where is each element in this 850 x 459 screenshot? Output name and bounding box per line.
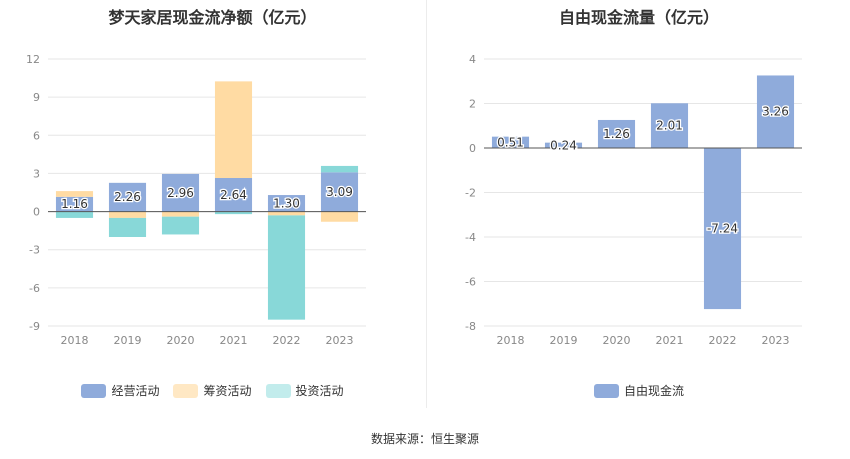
cashflow-chart-title: 梦天家居现金流净额（亿元）: [108, 8, 317, 27]
bar-value-label: 2.26: [114, 190, 141, 204]
x-tick-label: 2021: [220, 334, 248, 347]
x-tick-label: 2022: [709, 334, 737, 347]
legend-label-operating: 经营活动: [111, 384, 160, 398]
bar-series-1: [161, 211, 200, 217]
bar-series-2: [108, 217, 147, 237]
x-tick-label: 2019: [550, 334, 578, 347]
bar-series-2: [267, 215, 306, 320]
legend-item-operating[interactable]: 经营活动: [81, 382, 159, 399]
free-cashflow-chart-title: 自由现金流量（亿元）: [558, 8, 719, 27]
y-tick-label: -9: [29, 320, 40, 333]
legend-swatch-financing: [173, 383, 199, 398]
data-source-note: 数据来源：恒生聚源: [370, 432, 479, 446]
bar-primary: [161, 173, 200, 212]
legend-swatch-investing: [265, 383, 291, 398]
y-tick-label: 2: [469, 98, 476, 111]
bar-value-label: 0.51: [497, 135, 524, 149]
x-tick-label: 2023: [326, 334, 354, 347]
bar-series-1: [214, 81, 253, 179]
bar-series-2: [55, 211, 94, 218]
bar-series-1: [267, 211, 306, 216]
y-tick-label: -3: [29, 244, 40, 257]
bar-value-label: 1.16: [61, 197, 88, 211]
legend-swatch-operating: [81, 383, 107, 398]
legend-label-financing: 筹资活动: [203, 384, 252, 398]
cashflow-chart-svg: -9 -6 -3 0 3 6 9 12 1.16 2.26 2.96 2.64 1.30 3.09 2018…: [26, 53, 366, 347]
bar-primary: [491, 136, 530, 148]
bar-series-1: [320, 211, 359, 222]
y-tick-label: -6: [29, 282, 40, 295]
legend-item-free-cashflow[interactable]: 自由现金流: [593, 382, 684, 399]
bar-primary: [703, 148, 742, 310]
bar-series-1: [108, 211, 147, 218]
legend-item-financing[interactable]: 筹资活动: [173, 382, 252, 399]
bar-primary: [544, 142, 583, 148]
bar-primary: [756, 75, 795, 148]
bar-primary: [597, 119, 636, 148]
bar-series-2: [214, 211, 253, 215]
legend-label-investing: 投资活动: [295, 384, 344, 398]
legend-label-free-cashflow: 自由现金流: [623, 384, 684, 398]
free-cashflow-chart-svg: -8 -6 -4 -2 0 2 4 0.51 0.24 1.26 2.01 -7.24 3.26 2018…: [465, 53, 802, 347]
legend-swatch-free-cashflow: [593, 383, 619, 398]
bar-primary: [320, 172, 359, 212]
y-tick-label: 6: [33, 129, 40, 142]
x-tick-label: 2020: [603, 334, 631, 347]
bar-primary: [108, 182, 147, 212]
bar-primary: [650, 103, 689, 148]
y-tick-label: -4: [465, 231, 476, 244]
x-tick-label: 2021: [656, 334, 684, 347]
x-tick-label: 2019: [114, 334, 142, 347]
y-tick-label: 9: [33, 91, 40, 104]
y-tick-label: 4: [469, 53, 476, 66]
bar-series-1: [55, 191, 94, 197]
x-tick-label: 2023: [762, 334, 790, 347]
bar-value-label: 2.01: [656, 119, 683, 133]
y-tick-label: 0: [33, 206, 40, 219]
bar-value-label: 2.96: [167, 186, 194, 200]
bar-value-label: 3.26: [762, 105, 789, 119]
cashflow-chart-panel: 梦天家居现金流净额（亿元） -9 -6 -3 0 3 6 9 12 1.16 2.26 2.96 2.…: [0, 0, 425, 420]
y-tick-label: -8: [465, 320, 476, 333]
bar-series-2: [320, 165, 359, 173]
x-tick-label: 2020: [167, 334, 195, 347]
cashflow-legend: 经营活动 筹资活动 投资活动: [0, 382, 425, 399]
free-cashflow-chart-panel: 自由现金流量（亿元） -8 -6 -4 -2 0 2 4 0.51 0.24 1.26 2.01 -7…: [428, 0, 850, 420]
bar-primary: [55, 196, 94, 212]
legend-item-investing[interactable]: 投资活动: [265, 382, 344, 399]
x-tick-label: 2018: [61, 334, 89, 347]
bar-value-label: 2.64: [220, 188, 247, 202]
bar-value-label: 1.30: [273, 196, 300, 210]
bar-value-label: 1.26: [603, 127, 630, 141]
y-tick-label: 12: [26, 53, 40, 66]
bar-primary: [214, 178, 253, 212]
y-tick-label: -6: [465, 276, 476, 289]
x-tick-label: 2018: [497, 334, 525, 347]
bar-primary: [267, 195, 306, 212]
panel-divider: [426, 0, 427, 408]
bar-value-label: 3.09: [326, 185, 353, 199]
y-tick-label: 0: [469, 142, 476, 155]
y-tick-label: 3: [33, 167, 40, 180]
x-tick-label: 2022: [273, 334, 301, 347]
y-tick-label: -2: [465, 187, 476, 200]
bar-value-label: -7.24: [707, 222, 738, 236]
bar-value-label: 0.24: [550, 138, 577, 152]
bar-series-2: [161, 216, 200, 235]
free-cashflow-legend: 自由现金流: [428, 382, 850, 399]
